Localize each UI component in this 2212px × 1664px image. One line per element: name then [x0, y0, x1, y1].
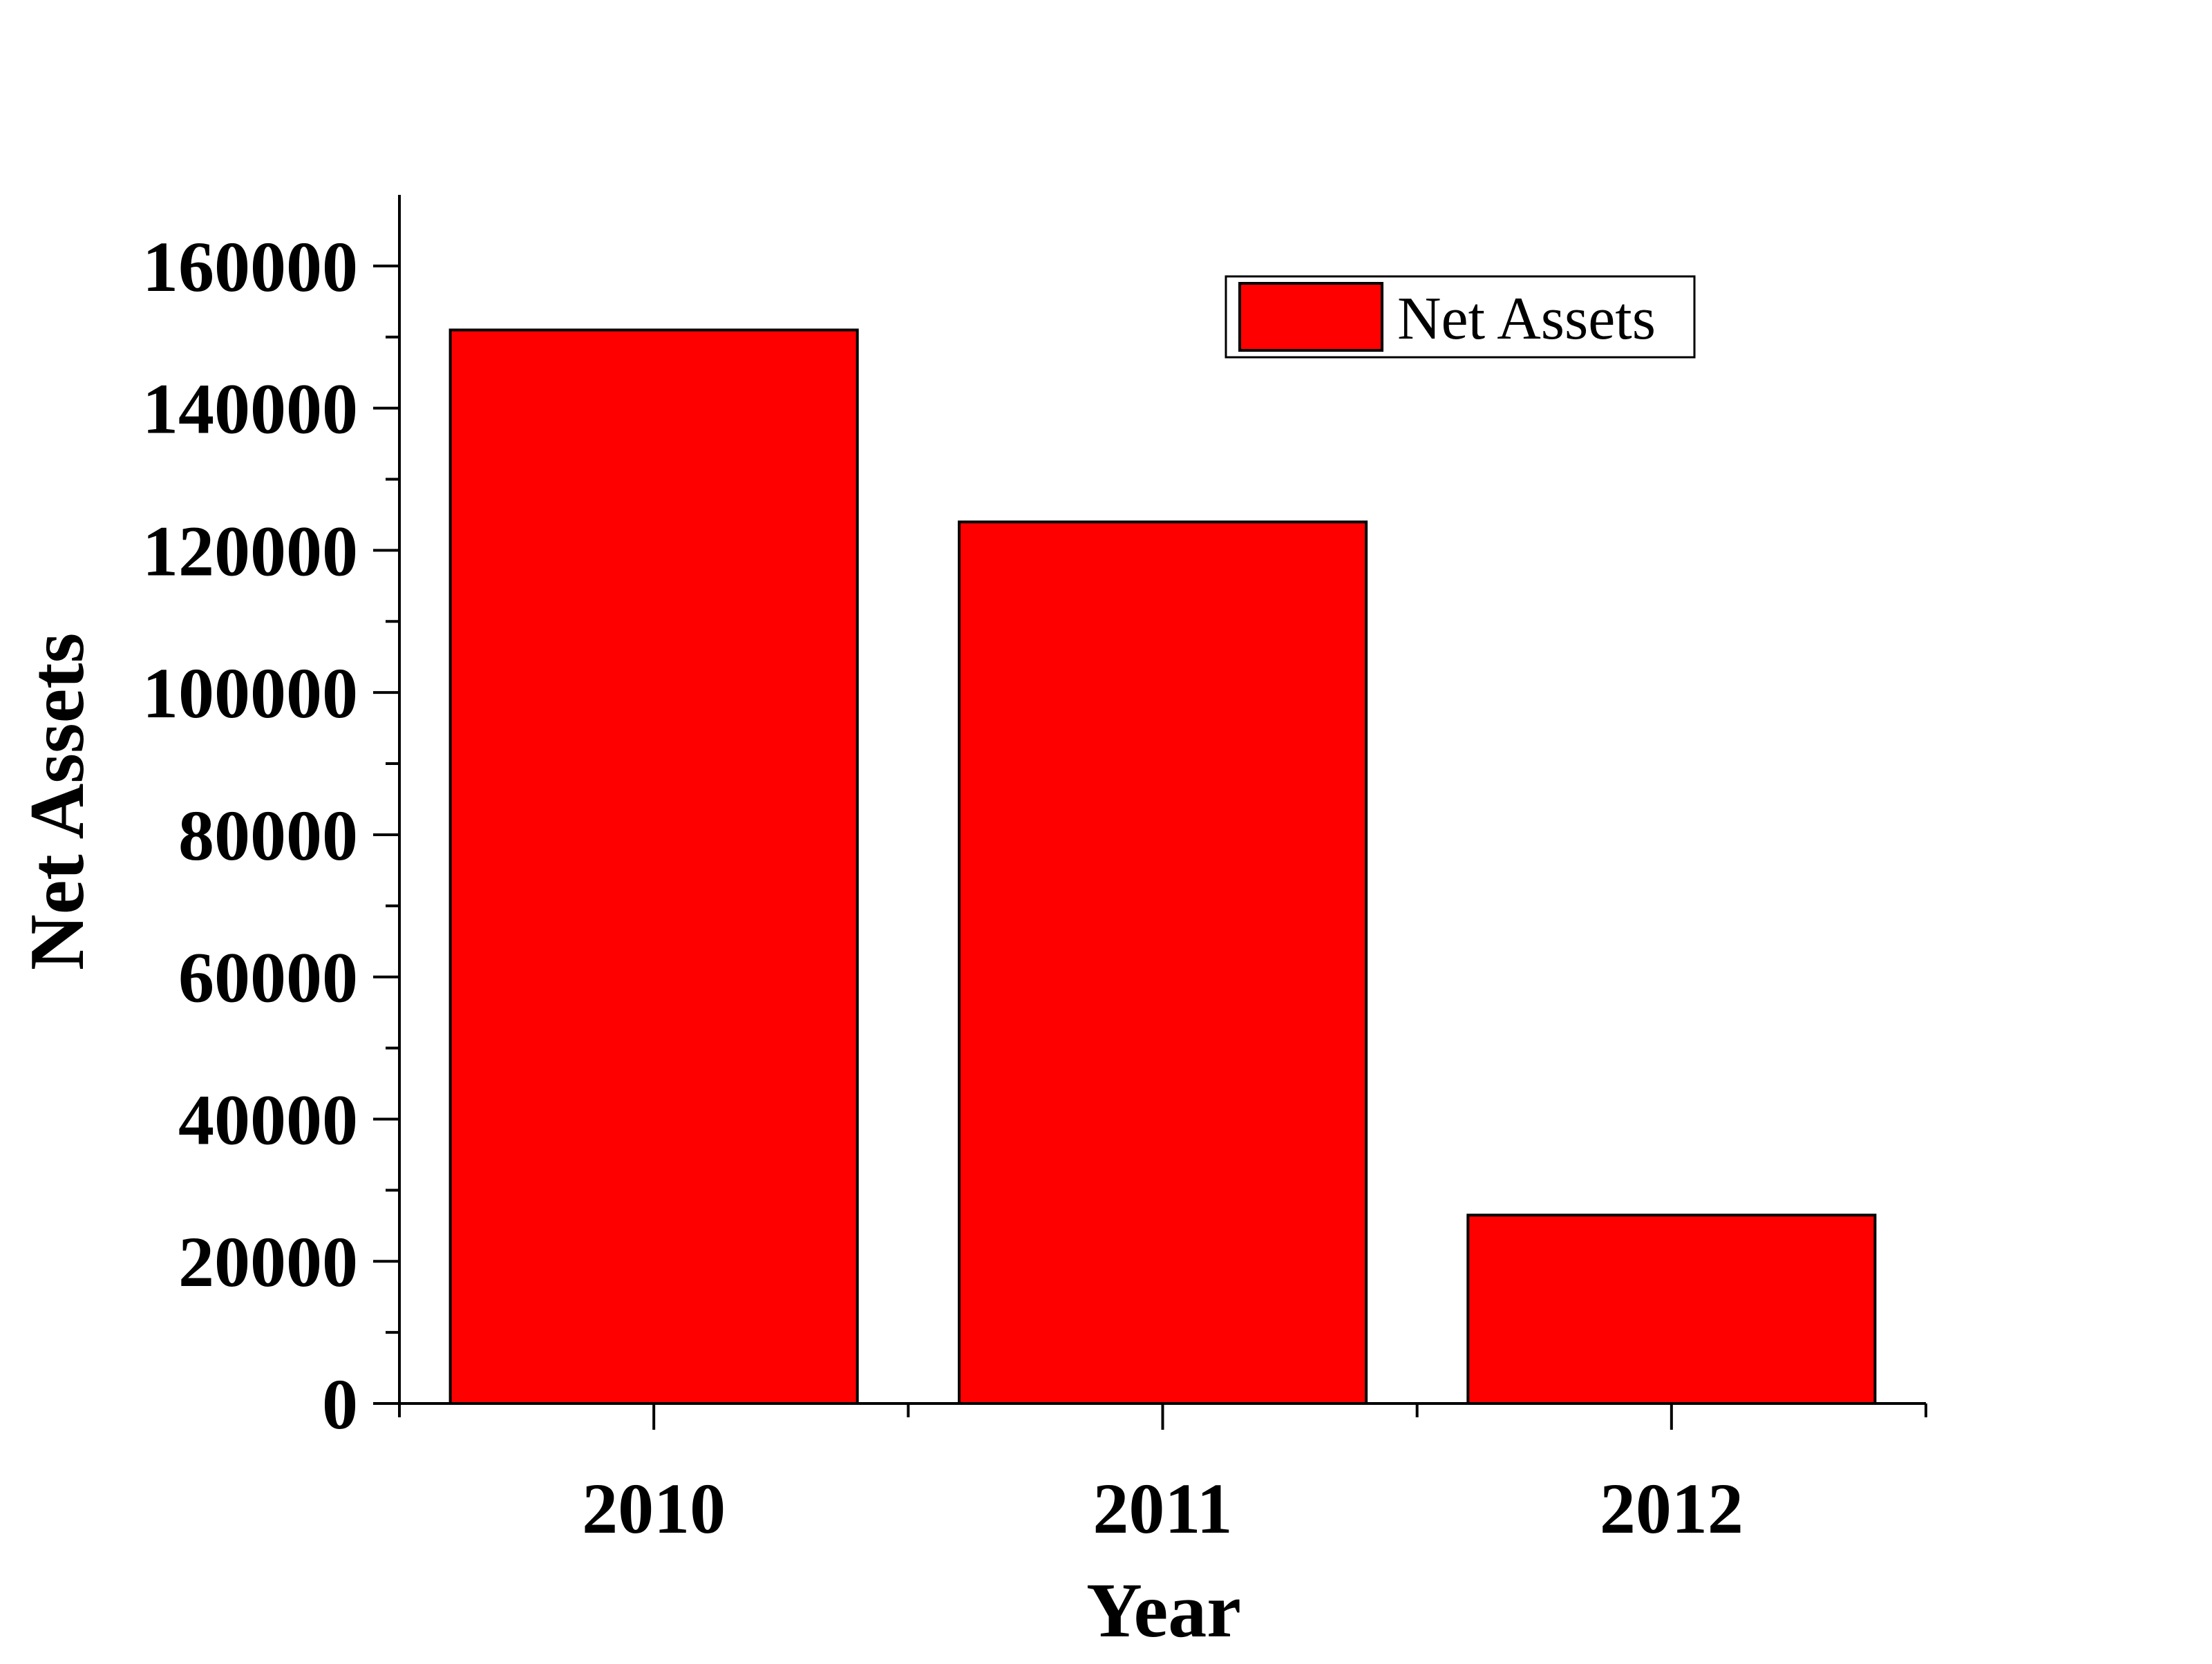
- y-tick-label: 60000: [178, 938, 358, 1018]
- y-tick-label: 160000: [142, 227, 358, 307]
- y-tick-label: 120000: [142, 511, 358, 591]
- x-axis: 2010 2011 2012: [398, 1402, 1927, 1549]
- y-tick-label: 140000: [142, 370, 358, 449]
- bar-2010: [448, 328, 859, 1405]
- x-tick-label: 2010: [582, 1469, 726, 1549]
- y-tick-label: 0: [322, 1365, 358, 1444]
- legend: Net Assets: [1225, 275, 1696, 359]
- y-tick-label: 100000: [142, 654, 358, 733]
- y-tick-label: 80000: [178, 796, 358, 876]
- bar-2011: [958, 520, 1368, 1405]
- legend-label: Net Assets: [1397, 285, 1656, 352]
- legend-swatch: [1238, 282, 1383, 352]
- y-axis-title: Net Assets: [15, 633, 100, 970]
- x-tick-label: 2012: [1600, 1469, 1743, 1549]
- x-tick-label: 2011: [1093, 1469, 1232, 1549]
- x-axis-title: Year: [1086, 1568, 1241, 1654]
- y-tick-label: 40000: [178, 1080, 358, 1160]
- y-axis: 0 20000 40000 60000 80000 100000 120000 140000 1…: [142, 195, 401, 1444]
- bar-2012: [1466, 1213, 1877, 1406]
- bars-layer: [448, 328, 1877, 1406]
- y-tick-label: 20000: [178, 1222, 358, 1302]
